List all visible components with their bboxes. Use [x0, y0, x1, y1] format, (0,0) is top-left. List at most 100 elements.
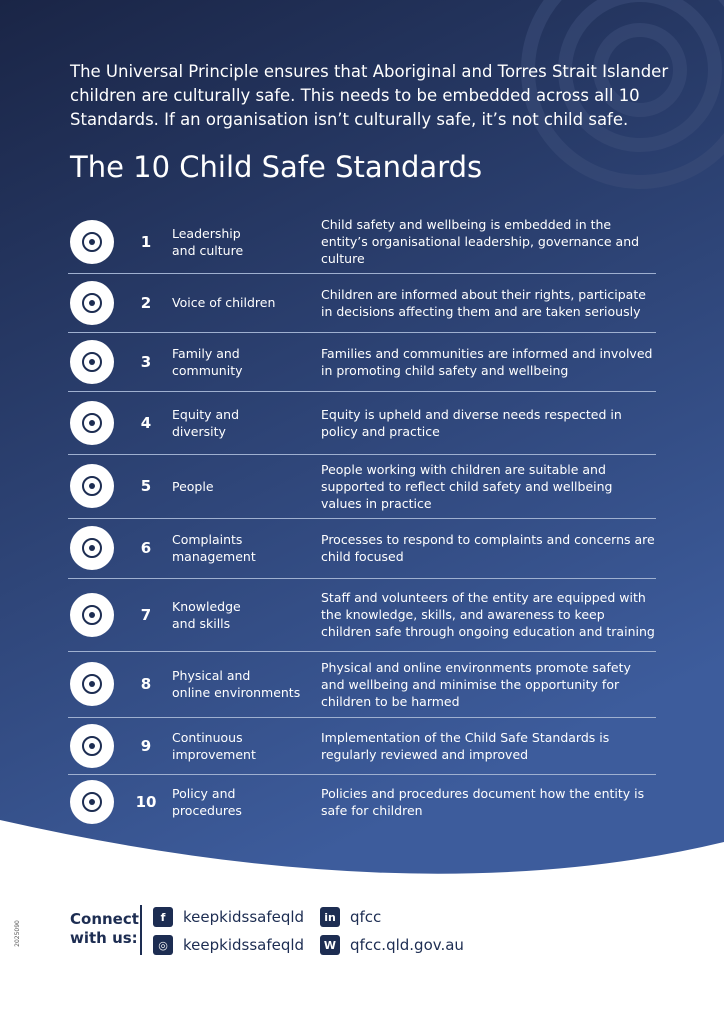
standard-name: Family and community	[172, 332, 312, 391]
standard-description: Child safety and wellbeing is embedded i…	[321, 217, 640, 266]
standard-row: 9 Continuous improvement Implementation of …	[68, 717, 656, 774]
social-link: ◎ keepkidssafeqld	[153, 935, 304, 955]
standard-icon	[70, 339, 114, 384]
name-line: and skills	[172, 615, 231, 631]
row-separator	[68, 332, 656, 333]
social-icon: in	[320, 907, 340, 927]
name-line: online environments	[172, 685, 301, 700]
standard-number: 9	[140, 736, 152, 755]
icon-glyph	[82, 792, 102, 812]
standard-icon	[70, 219, 114, 264]
row-separator	[68, 273, 656, 274]
name-line: procedures	[172, 803, 242, 818]
standard-row: 8 Physical and online environments Physical…	[68, 651, 656, 717]
standard-row: 4 Equity and diversity Equity is upheld and…	[68, 391, 656, 454]
social-link: in qfcc	[320, 907, 381, 927]
row-separator	[68, 518, 656, 519]
standard-number: 1	[140, 232, 152, 251]
standard-icon	[70, 592, 114, 637]
standard-icon	[70, 526, 114, 570]
name-line: management	[172, 549, 256, 564]
icon-glyph	[82, 476, 102, 496]
row-separator	[68, 651, 656, 652]
standard-name: Complaints management	[172, 518, 312, 578]
name-line: community	[172, 362, 243, 378]
name-line: Knowledge	[172, 598, 241, 614]
icon-glyph	[82, 412, 102, 433]
connect-label: Connect with us:	[70, 910, 139, 948]
standard-icon	[70, 400, 114, 445]
connect-line: Connect	[70, 910, 139, 928]
name-line: Voice of children	[172, 295, 276, 310]
name-line: diversity	[172, 423, 226, 439]
standard-name: Knowledge and skills	[172, 578, 312, 651]
standard-icon	[70, 723, 114, 768]
name-line: People	[172, 478, 214, 494]
standard-number: 8	[140, 675, 152, 693]
name-line: and culture	[172, 242, 244, 258]
standard-description: Policies and procedures document how the…	[321, 786, 645, 818]
social-handle: qfcc	[350, 908, 382, 926]
name-line: improvement	[172, 746, 256, 762]
standard-row: 1 Leadership and culture Child safety and w…	[68, 210, 656, 273]
standard-row: 2 Voice of children Children are informed …	[68, 273, 656, 332]
standard-row: 6 Complaints management Processes to respon…	[68, 518, 656, 578]
social-icon: ◎	[153, 935, 173, 955]
icon-glyph	[82, 231, 102, 252]
social-handle: keepkidssafeqld	[183, 908, 305, 926]
standard-number: 3	[140, 352, 152, 371]
social-icon: W	[320, 935, 340, 955]
standard-name: Continuous improvement	[172, 717, 312, 774]
social-icon: f	[153, 907, 173, 927]
name-line: Leadership	[172, 225, 241, 241]
icon-glyph	[82, 735, 102, 756]
standard-number: 7	[140, 605, 152, 624]
standard-description: Families and communities are informed an…	[321, 345, 653, 378]
standard-description: Physical and online environments promote…	[321, 659, 631, 709]
standard-number: 10	[135, 793, 157, 811]
name-line: Physical and	[172, 668, 251, 683]
row-separator	[68, 717, 656, 718]
social-handle: qfcc.qld.gov.au	[350, 936, 464, 954]
icon-glyph	[82, 351, 102, 372]
icon-glyph	[82, 538, 102, 558]
standard-number: 5	[140, 477, 152, 495]
intro: The Universal Principle ensures that Abo…	[70, 62, 669, 129]
icon-glyph	[82, 604, 102, 625]
icon-glyph	[82, 292, 102, 313]
social-link: f keepkidssafeqld	[153, 907, 304, 927]
name-line: Policy and	[172, 786, 236, 801]
name-line: Equity and	[172, 406, 240, 422]
name-line: Complaints	[172, 532, 243, 547]
standard-icon	[70, 464, 114, 508]
standard-icon	[70, 280, 114, 325]
standard-row: 10 Policy and procedures Policies and proce…	[68, 774, 656, 830]
standard-description: Staff and volunteers of the entity are e…	[321, 590, 655, 639]
divider	[140, 905, 142, 955]
standard-row: 3 Family and community Families and communi…	[68, 332, 656, 391]
row-separator	[68, 391, 656, 392]
connect-line: with us:	[70, 929, 138, 947]
standard-name: Equity and diversity	[172, 391, 312, 454]
standard-number: 2	[140, 293, 152, 312]
standard-description: Children are informed about their rights…	[321, 286, 646, 319]
standard-name: Physical and online environments	[172, 651, 312, 717]
name-line: Family and	[172, 345, 240, 361]
standard-name: Leadership and culture	[172, 210, 312, 273]
standard-name: Policy and procedures	[172, 774, 312, 830]
print-code: 2025090	[13, 920, 21, 947]
row-separator	[68, 774, 656, 775]
standard-name: People	[172, 454, 312, 518]
standard-description: Implementation of the Child Safe Standar…	[321, 729, 610, 762]
standard-description: People working with children are suitabl…	[321, 461, 613, 511]
standard-number: 4	[140, 413, 152, 432]
standard-icon	[70, 780, 114, 824]
standard-number: 6	[140, 539, 152, 557]
standard-row: 7 Knowledge and skills Staff and volunteers…	[68, 578, 656, 651]
social-handle: keepkidssafeqld	[183, 936, 305, 954]
standard-row: 5 People People working with children are …	[68, 454, 656, 518]
standard-name: Voice of children	[172, 273, 312, 332]
standard-description: Equity is upheld and diverse needs respe…	[321, 406, 622, 439]
